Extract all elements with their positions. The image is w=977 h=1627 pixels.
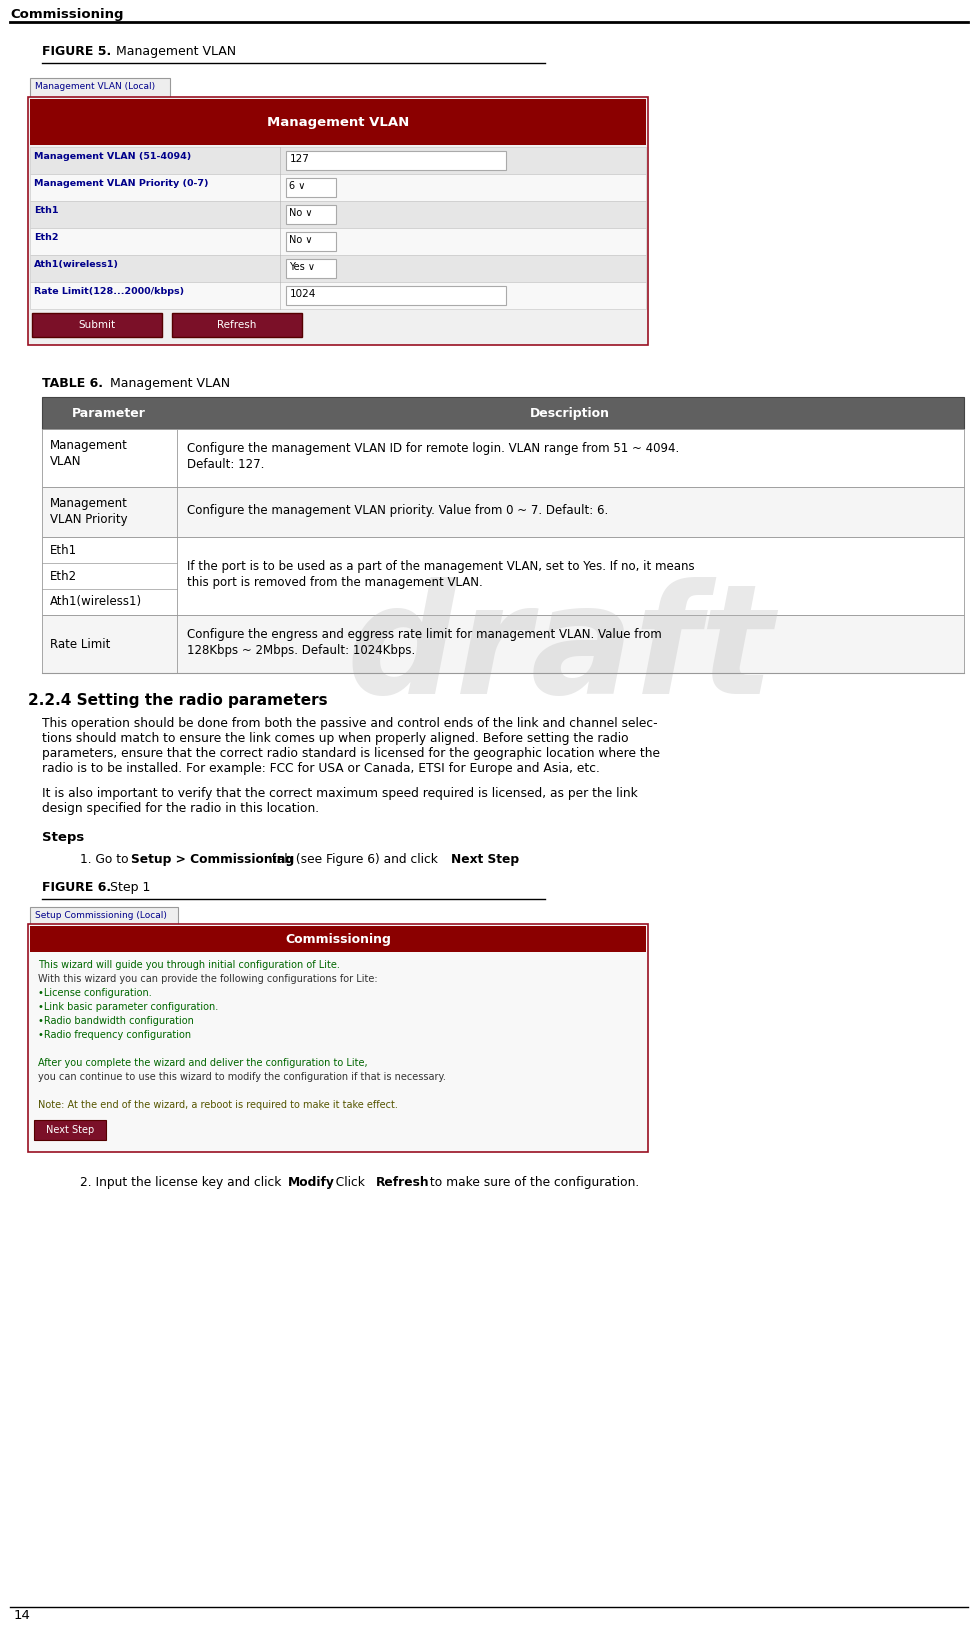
Bar	[30, 202, 646, 228]
Text: Next Step: Next Step	[46, 1124, 94, 1136]
Text: this port is removed from the management VLAN.: this port is removed from the management…	[187, 576, 483, 589]
Text: 128Kbps ~ 2Mbps. Default: 1024Kbps.: 128Kbps ~ 2Mbps. Default: 1024Kbps.	[187, 644, 415, 657]
Text: VLAN Priority: VLAN Priority	[50, 513, 127, 526]
Bar	[42, 397, 963, 430]
Bar	[28, 98, 648, 345]
Bar	[285, 151, 505, 169]
Text: tions should match to ensure the link comes up when properly aligned. Before set: tions should match to ensure the link co…	[42, 732, 628, 745]
Bar	[42, 615, 963, 674]
Bar	[30, 281, 646, 309]
Text: FIGURE 5.: FIGURE 5.	[42, 46, 111, 59]
Bar	[34, 1119, 106, 1141]
Text: Modify: Modify	[287, 1176, 334, 1189]
Text: After you complete the wizard and deliver the configuration to Lite,: After you complete the wizard and delive…	[38, 1058, 367, 1067]
Text: Configure the engress and eggress rate limit for management VLAN. Value from: Configure the engress and eggress rate l…	[187, 628, 661, 641]
Text: to make sure of the configuration.: to make sure of the configuration.	[426, 1176, 639, 1189]
Text: Step 1: Step 1	[109, 880, 150, 893]
Text: 1. Go to: 1. Go to	[80, 853, 132, 866]
Bar	[30, 78, 170, 98]
Text: •Radio frequency configuration: •Radio frequency configuration	[38, 1030, 191, 1040]
Text: Ath1(wireless1): Ath1(wireless1)	[50, 595, 142, 608]
Text: It is also important to verify that the correct maximum speed required is licens: It is also important to verify that the …	[42, 787, 637, 800]
Text: design specified for the radio in this location.: design specified for the radio in this l…	[42, 802, 319, 815]
Bar	[42, 537, 963, 615]
Bar	[285, 233, 336, 251]
Text: FIGURE 6.: FIGURE 6.	[42, 880, 111, 893]
Bar	[30, 99, 646, 145]
Bar	[285, 259, 336, 278]
Text: Refresh: Refresh	[217, 321, 256, 330]
Bar	[285, 286, 505, 304]
Text: Management: Management	[50, 496, 128, 509]
Bar	[30, 146, 646, 174]
Text: Commissioning: Commissioning	[10, 8, 123, 21]
Text: This wizard will guide you through initial configuration of Lite.: This wizard will guide you through initi…	[38, 960, 340, 970]
Bar	[30, 926, 646, 952]
Text: 1024: 1024	[290, 290, 316, 299]
Bar	[285, 177, 336, 197]
Text: •License configuration.: •License configuration.	[38, 988, 151, 997]
Text: No ∨: No ∨	[289, 208, 313, 218]
Text: Next Step: Next Step	[450, 853, 519, 866]
Text: radio is to be installed. For example: FCC for USA or Canada, ETSI for Europe an: radio is to be installed. For example: F…	[42, 761, 599, 774]
Text: Management VLAN Priority (0-7): Management VLAN Priority (0-7)	[34, 179, 208, 189]
Text: •Link basic parameter configuration.: •Link basic parameter configuration.	[38, 1002, 218, 1012]
Bar	[172, 312, 302, 337]
Bar	[285, 205, 336, 225]
Text: Parameter: Parameter	[72, 407, 146, 420]
Text: Steps: Steps	[42, 831, 84, 844]
Text: Eth1: Eth1	[34, 207, 59, 215]
Text: . Click: . Click	[327, 1176, 368, 1189]
Text: Management VLAN: Management VLAN	[109, 377, 230, 390]
Text: Configure the management VLAN ID for remote login. VLAN range from 51 ~ 4094.: Configure the management VLAN ID for rem…	[187, 443, 679, 456]
Text: No ∨: No ∨	[289, 234, 313, 246]
Text: Management: Management	[50, 439, 128, 452]
Text: 2.2.4 Setting the radio parameters: 2.2.4 Setting the radio parameters	[28, 693, 327, 708]
Text: tab (see Figure 6) and click: tab (see Figure 6) and click	[268, 853, 442, 866]
Text: Rate Limit: Rate Limit	[50, 638, 110, 651]
Bar	[42, 430, 963, 486]
Text: Eth2: Eth2	[50, 569, 77, 582]
Text: Eth2: Eth2	[34, 233, 59, 242]
Text: This operation should be done from both the passive and control ends of the link: This operation should be done from both …	[42, 718, 657, 731]
Text: .: .	[515, 853, 519, 866]
Text: Description: Description	[530, 407, 610, 420]
Text: Management VLAN (Local): Management VLAN (Local)	[35, 81, 155, 91]
Text: Management VLAN (51-4094): Management VLAN (51-4094)	[34, 151, 191, 161]
Text: TABLE 6.: TABLE 6.	[42, 377, 103, 390]
Text: Submit: Submit	[78, 321, 115, 330]
Text: Ath1(wireless1): Ath1(wireless1)	[34, 260, 119, 268]
Text: Management VLAN: Management VLAN	[267, 116, 408, 129]
Bar	[30, 174, 646, 202]
Bar	[30, 906, 178, 926]
Text: Yes ∨: Yes ∨	[289, 262, 315, 272]
Text: 6 ∨: 6 ∨	[289, 181, 305, 190]
Text: If the port is to be used as a part of the management VLAN, set to Yes. If no, i: If the port is to be used as a part of t…	[187, 560, 694, 573]
Text: Setup > Commissioning: Setup > Commissioning	[131, 853, 294, 866]
Text: Refresh: Refresh	[375, 1176, 429, 1189]
Bar	[42, 486, 963, 537]
Text: draft: draft	[346, 576, 773, 726]
Text: 2. Input the license key and click: 2. Input the license key and click	[80, 1176, 285, 1189]
Bar	[30, 228, 646, 255]
Bar	[30, 255, 646, 281]
Text: 127: 127	[290, 155, 310, 164]
Text: 14: 14	[14, 1609, 31, 1622]
Text: VLAN: VLAN	[50, 456, 81, 469]
Text: Configure the management VLAN priority. Value from 0 ~ 7. Default: 6.: Configure the management VLAN priority. …	[187, 504, 608, 517]
Text: Eth1: Eth1	[50, 543, 77, 556]
Text: Default: 127.: Default: 127.	[187, 457, 264, 470]
Bar	[32, 312, 162, 337]
Text: Commissioning: Commissioning	[284, 932, 391, 945]
Text: •Radio bandwidth configuration: •Radio bandwidth configuration	[38, 1015, 193, 1027]
Text: Management VLAN: Management VLAN	[116, 46, 235, 59]
Text: With this wizard you can provide the following configurations for Lite:: With this wizard you can provide the fol…	[38, 975, 377, 984]
Text: Note: At the end of the wizard, a reboot is required to make it take effect.: Note: At the end of the wizard, a reboot…	[38, 1100, 398, 1110]
Text: Setup Commissioning (Local): Setup Commissioning (Local)	[35, 911, 167, 919]
Text: parameters, ensure that the correct radio standard is licensed for the geographi: parameters, ensure that the correct radi…	[42, 747, 659, 760]
Text: Rate Limit(128...2000/kbps): Rate Limit(128...2000/kbps)	[34, 286, 184, 296]
Text: you can continue to use this wizard to modify the configuration if that is neces: you can continue to use this wizard to m…	[38, 1072, 446, 1082]
Bar	[28, 924, 648, 1152]
